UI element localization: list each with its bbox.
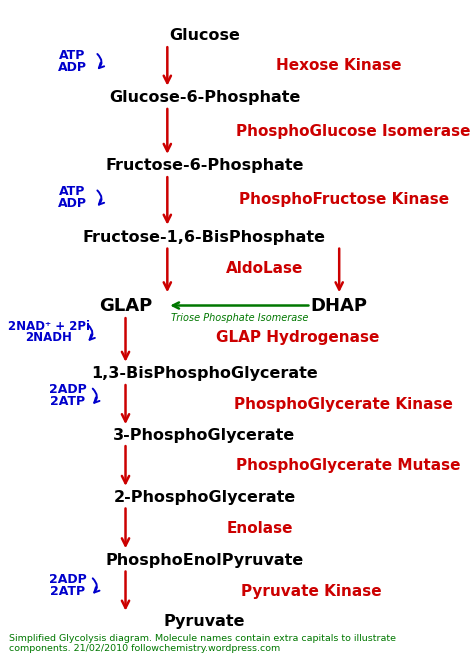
Text: 2NADH: 2NADH (26, 332, 73, 345)
Text: Enolase: Enolase (227, 521, 293, 536)
Text: ADP: ADP (58, 197, 87, 210)
Text: ATP: ATP (59, 49, 85, 62)
Text: Fructose-1,6-BisPhosphate: Fructose-1,6-BisPhosphate (83, 230, 326, 245)
Text: Hexose Kinase: Hexose Kinase (276, 58, 402, 73)
Text: 2ADP: 2ADP (48, 383, 86, 396)
Text: 2NAD⁺ + 2Pi: 2NAD⁺ + 2Pi (8, 320, 90, 333)
Text: Pyruvate Kinase: Pyruvate Kinase (241, 584, 382, 599)
Text: GLAP: GLAP (99, 296, 152, 314)
Text: PhosphoGlycerate Kinase: PhosphoGlycerate Kinase (235, 396, 453, 412)
Text: DHAP: DHAP (310, 296, 368, 314)
Text: PhosphoGlycerate Mutase: PhosphoGlycerate Mutase (236, 459, 461, 473)
Text: Simplified Glycolysis diagram. Molecule names contain extra capitals to illustra: Simplified Glycolysis diagram. Molecule … (9, 634, 396, 653)
Text: Glucose-6-Phosphate: Glucose-6-Phosphate (109, 90, 300, 105)
Text: Fructose-6-Phosphate: Fructose-6-Phosphate (105, 158, 304, 173)
Text: AldoLase: AldoLase (226, 261, 303, 276)
Text: PhosphoGlucose Isomerase: PhosphoGlucose Isomerase (236, 124, 470, 139)
Text: PhosphoEnolPyruvate: PhosphoEnolPyruvate (105, 553, 304, 568)
Text: 2ATP: 2ATP (50, 585, 85, 598)
Text: Pyruvate: Pyruvate (164, 615, 245, 629)
Text: 3-PhosphoGlycerate: 3-PhosphoGlycerate (113, 428, 296, 443)
Text: 2-PhosphoGlycerate: 2-PhosphoGlycerate (113, 490, 296, 505)
Text: GLAP Hydrogenase: GLAP Hydrogenase (216, 330, 379, 345)
Text: ATP: ATP (59, 185, 85, 198)
Text: ADP: ADP (58, 60, 87, 74)
Text: 1,3-BisPhosphoGlycerate: 1,3-BisPhosphoGlycerate (91, 366, 318, 381)
Text: Glucose: Glucose (169, 29, 240, 43)
Text: 2ATP: 2ATP (50, 395, 85, 408)
Text: PhosphoFructose Kinase: PhosphoFructose Kinase (239, 192, 449, 207)
Text: Triose Phosphate Isomerase: Triose Phosphate Isomerase (171, 314, 308, 324)
Text: 2ADP: 2ADP (48, 573, 86, 586)
